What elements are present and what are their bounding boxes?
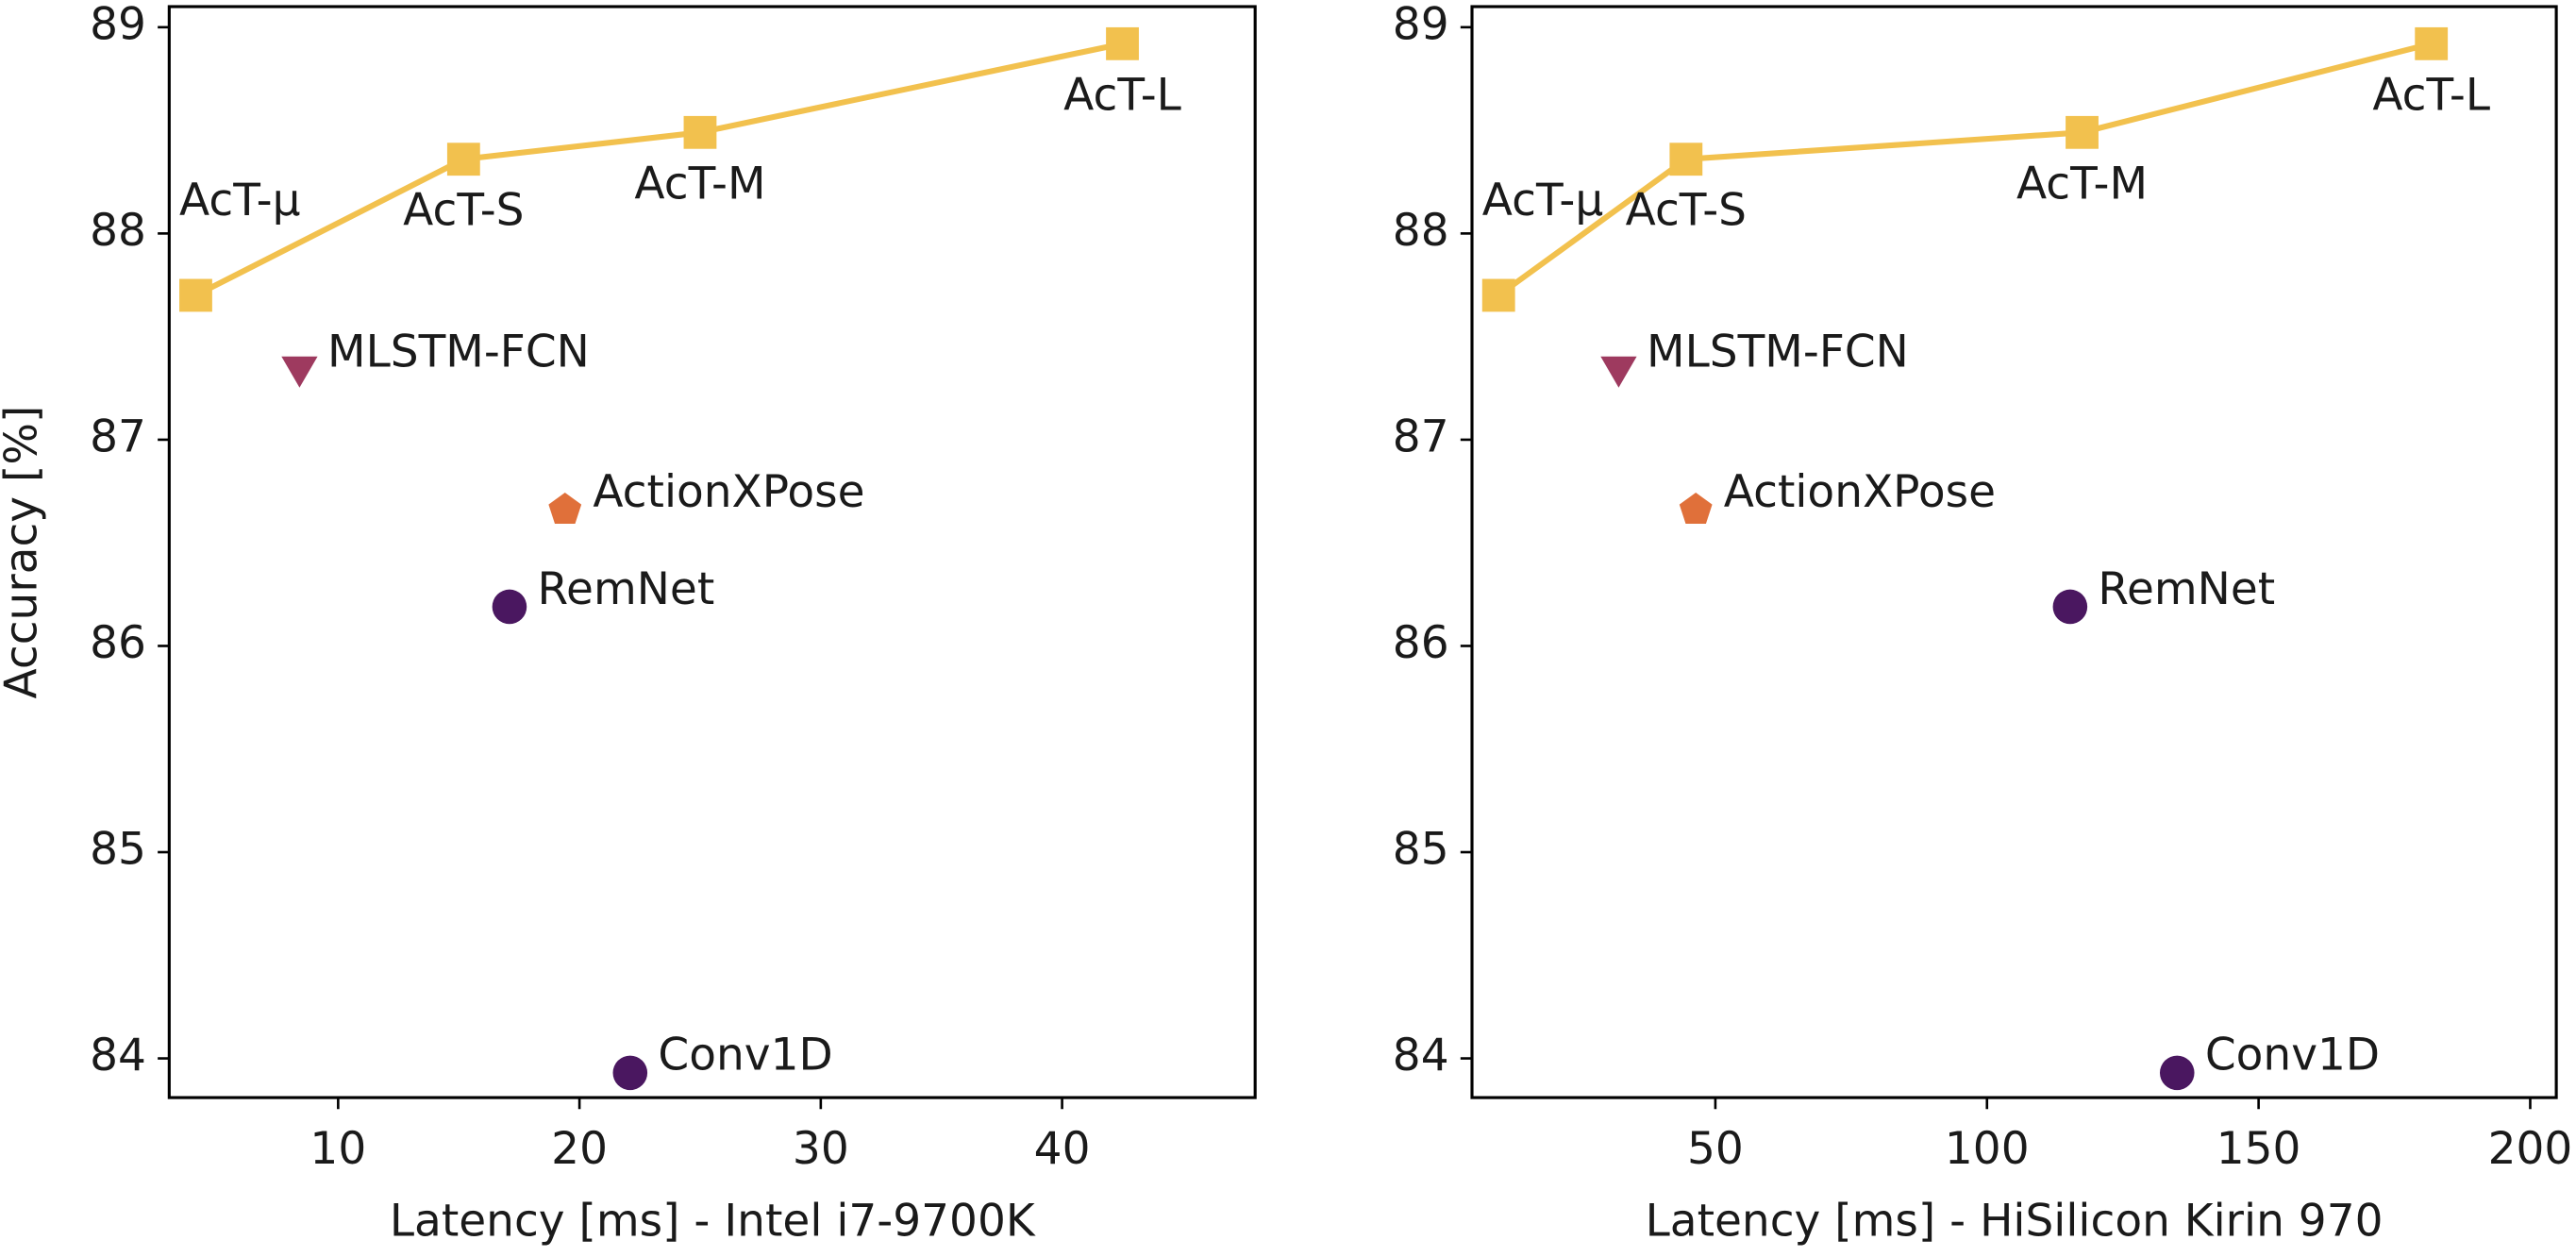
y-tick-label: 86: [90, 617, 146, 669]
pentagon-marker: [1679, 492, 1713, 525]
y-tick-label: 88: [1393, 205, 1449, 257]
circle-marker: [612, 1055, 648, 1091]
triangle-marker: [281, 356, 318, 388]
x-axis-label: Latency [ms] - Intel i7-9700K: [390, 1196, 1036, 1248]
square-marker: [1481, 278, 1515, 312]
x-tick-label: 20: [551, 1123, 608, 1175]
point-label: AcT-M: [2016, 158, 2148, 210]
circle-marker: [492, 589, 527, 625]
axes-frame: [1470, 5, 2558, 1099]
point-label: AcT-L: [1063, 69, 1181, 121]
square-marker: [2066, 115, 2099, 149]
circle-marker: [2159, 1055, 2195, 1091]
x-tick-label: 100: [1945, 1123, 2030, 1175]
x-tick-label: 30: [793, 1123, 849, 1175]
point-label: ActionXPose: [1724, 466, 1996, 518]
x-axis-label: Latency [ms] - HiSilicon Kirin 970: [1646, 1196, 2384, 1248]
point-label: ActionXPose: [593, 466, 864, 518]
y-axis-label: Accuracy [%]: [0, 406, 48, 699]
y-tick-label: 85: [1393, 824, 1449, 876]
square-marker: [179, 278, 212, 312]
y-tick-label: 84: [1393, 1030, 1449, 1081]
point-label: AcT-S: [403, 185, 524, 237]
point-label: MLSTM-FCN: [327, 326, 590, 377]
x-tick-label: 200: [2488, 1123, 2573, 1175]
point-label: Conv1D: [2205, 1030, 2380, 1081]
x-tick-label: 40: [1034, 1123, 1091, 1175]
y-tick-label: 86: [1393, 617, 1449, 669]
point-label: AcT-M: [634, 158, 765, 210]
y-tick-label: 84: [90, 1030, 146, 1081]
triangle-marker: [1600, 356, 1637, 388]
square-marker: [1669, 142, 1703, 176]
x-tick-label: 150: [2216, 1123, 2301, 1175]
axes-frame: [167, 5, 1257, 1099]
point-label: AcT-S: [1626, 185, 1747, 237]
point-label: AcT-µ: [1482, 175, 1603, 226]
square-marker: [446, 142, 480, 176]
point-label: MLSTM-FCN: [1647, 326, 1909, 377]
y-tick-label: 87: [90, 411, 146, 462]
y-tick-label: 89: [1393, 0, 1449, 50]
point-label: RemNet: [2098, 563, 2275, 615]
series-line: [194, 41, 1124, 298]
point-label: AcT-µ: [179, 175, 300, 226]
pentagon-marker: [548, 492, 582, 525]
series-line: [1497, 41, 2433, 298]
y-tick-label: 85: [90, 824, 146, 876]
point-label: AcT-L: [2372, 69, 2490, 121]
x-tick-label: 10: [309, 1123, 366, 1175]
square-marker: [2415, 26, 2449, 60]
circle-marker: [2052, 589, 2088, 625]
y-tick-label: 87: [1393, 411, 1449, 462]
x-tick-label: 50: [1687, 1123, 1744, 1175]
point-label: Conv1D: [658, 1030, 832, 1081]
y-tick-label: 89: [90, 0, 146, 50]
square-marker: [1106, 26, 1139, 60]
point-label: RemNet: [538, 563, 715, 615]
y-tick-label: 88: [90, 205, 146, 257]
square-marker: [683, 115, 717, 149]
